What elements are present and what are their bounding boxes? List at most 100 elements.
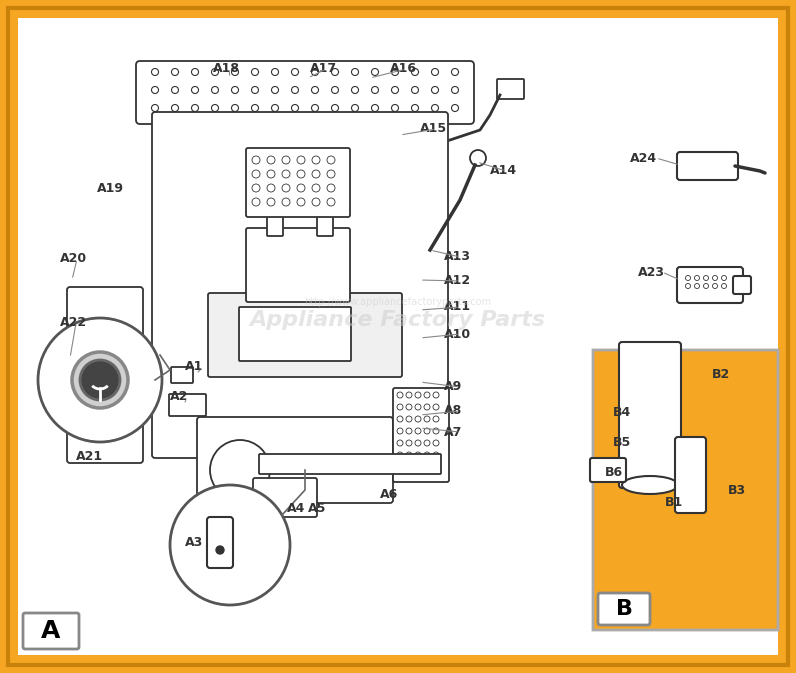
Circle shape [372, 87, 379, 94]
Circle shape [712, 275, 717, 281]
Circle shape [412, 87, 419, 94]
Circle shape [282, 184, 290, 192]
Text: A10: A10 [444, 328, 471, 341]
Text: A23: A23 [638, 266, 665, 279]
Circle shape [282, 198, 290, 206]
Circle shape [212, 104, 218, 112]
FancyBboxPatch shape [8, 8, 788, 665]
Circle shape [297, 156, 305, 164]
Circle shape [397, 416, 403, 422]
Circle shape [192, 69, 198, 75]
Circle shape [267, 170, 275, 178]
Text: A3: A3 [185, 536, 203, 549]
Circle shape [412, 104, 419, 112]
FancyBboxPatch shape [171, 367, 193, 383]
FancyBboxPatch shape [677, 267, 743, 303]
Circle shape [372, 69, 379, 75]
Circle shape [232, 104, 239, 112]
FancyBboxPatch shape [208, 293, 402, 377]
Text: A8: A8 [444, 404, 462, 417]
Text: A22: A22 [60, 316, 87, 328]
Circle shape [406, 416, 412, 422]
FancyBboxPatch shape [677, 152, 738, 180]
Text: B4: B4 [613, 406, 631, 419]
Circle shape [433, 440, 439, 446]
Text: A12: A12 [444, 273, 471, 287]
Circle shape [406, 452, 412, 458]
Circle shape [331, 69, 338, 75]
Circle shape [433, 452, 439, 458]
Text: B2: B2 [712, 369, 730, 382]
FancyBboxPatch shape [207, 517, 233, 568]
Circle shape [433, 404, 439, 410]
FancyBboxPatch shape [393, 388, 449, 482]
Circle shape [267, 156, 275, 164]
Circle shape [451, 87, 458, 94]
FancyBboxPatch shape [619, 342, 681, 488]
Circle shape [271, 104, 279, 112]
Circle shape [252, 104, 259, 112]
Circle shape [282, 170, 290, 178]
Text: http://www.appliancefactoryparts.com: http://www.appliancefactoryparts.com [305, 297, 491, 307]
Text: B: B [615, 599, 633, 619]
Circle shape [433, 392, 439, 398]
Circle shape [424, 464, 430, 470]
Circle shape [282, 156, 290, 164]
Circle shape [451, 104, 458, 112]
Circle shape [192, 87, 198, 94]
Text: A21: A21 [76, 450, 103, 464]
Circle shape [151, 104, 158, 112]
Text: A4: A4 [287, 501, 306, 514]
Text: B6: B6 [605, 466, 623, 479]
Circle shape [397, 404, 403, 410]
FancyBboxPatch shape [67, 287, 143, 463]
Circle shape [431, 69, 439, 75]
Circle shape [424, 416, 430, 422]
Text: A6: A6 [380, 489, 398, 501]
Text: A11: A11 [444, 299, 471, 312]
Circle shape [433, 416, 439, 422]
Circle shape [171, 104, 178, 112]
Circle shape [291, 87, 298, 94]
Circle shape [252, 156, 260, 164]
Text: B5: B5 [613, 437, 631, 450]
Circle shape [397, 392, 403, 398]
Circle shape [694, 283, 700, 289]
Circle shape [406, 392, 412, 398]
FancyBboxPatch shape [18, 18, 778, 655]
Circle shape [252, 170, 260, 178]
Text: A1: A1 [185, 361, 203, 374]
FancyBboxPatch shape [267, 214, 283, 236]
Circle shape [331, 87, 338, 94]
Circle shape [232, 69, 239, 75]
Circle shape [327, 184, 335, 192]
FancyBboxPatch shape [317, 214, 333, 236]
Circle shape [271, 87, 279, 94]
FancyBboxPatch shape [733, 276, 751, 294]
Circle shape [406, 428, 412, 434]
Circle shape [415, 428, 421, 434]
Circle shape [252, 184, 260, 192]
Circle shape [685, 275, 690, 281]
Circle shape [252, 69, 259, 75]
Circle shape [297, 198, 305, 206]
Circle shape [397, 452, 403, 458]
Text: B1: B1 [665, 497, 683, 509]
Circle shape [397, 428, 403, 434]
Text: A16: A16 [390, 61, 417, 75]
Circle shape [352, 69, 358, 75]
Circle shape [171, 69, 178, 75]
Circle shape [291, 104, 298, 112]
Text: Appliance Factory Parts: Appliance Factory Parts [250, 310, 546, 330]
Circle shape [685, 283, 690, 289]
Text: A18: A18 [213, 61, 240, 75]
Circle shape [312, 170, 320, 178]
Circle shape [415, 464, 421, 470]
Circle shape [470, 150, 486, 166]
Circle shape [267, 184, 275, 192]
Circle shape [311, 104, 318, 112]
Circle shape [252, 198, 260, 206]
Circle shape [352, 104, 358, 112]
Circle shape [721, 275, 727, 281]
FancyBboxPatch shape [169, 394, 206, 416]
